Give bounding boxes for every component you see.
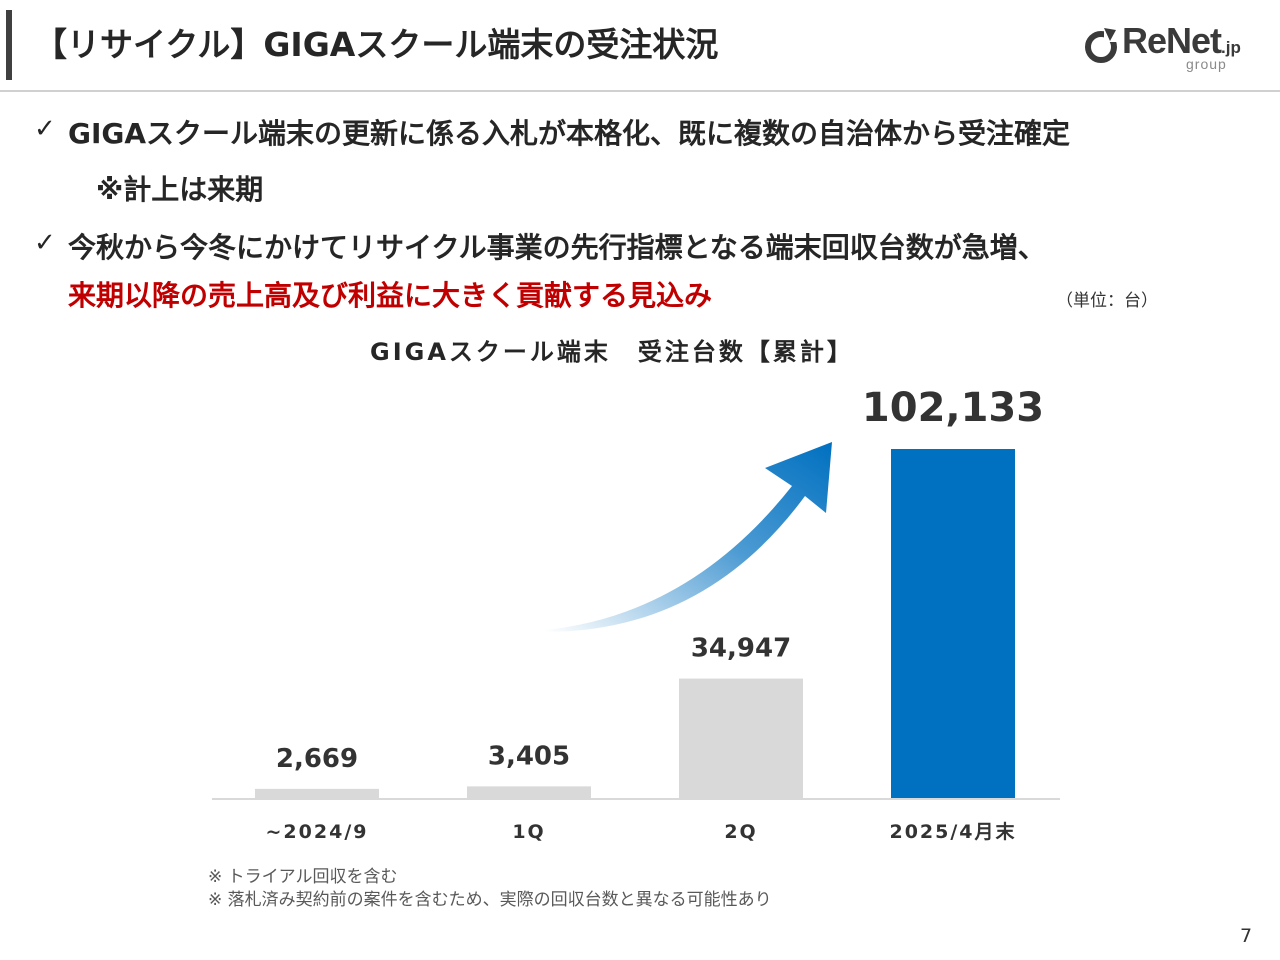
page-number: 7 <box>1240 925 1253 947</box>
bar-1 <box>467 786 591 798</box>
logo-main-text: ReNet <box>1122 20 1222 61</box>
category-label-1: 1Q <box>512 821 545 843</box>
data-label-3: 102,133 <box>862 385 1044 431</box>
category-label-0: ~2024/9 <box>266 821 369 843</box>
category-label-2: 2Q <box>724 821 757 843</box>
bar-2 <box>679 678 803 798</box>
chart-title: GIGAスクール端末 受注台数【累計】 <box>370 338 854 366</box>
check-icon: ✓ <box>34 228 56 258</box>
header-divider <box>0 90 1280 92</box>
data-label-1: 3,405 <box>488 741 570 771</box>
growth-arrow <box>545 442 832 632</box>
logo-suffix: .jp <box>1221 38 1241 57</box>
logo-subtext: group <box>1186 56 1227 72</box>
data-label-0: 2,669 <box>276 744 358 774</box>
data-label-2: 34,947 <box>691 634 791 664</box>
category-label-3: 2025/4月末 <box>889 820 1016 843</box>
unit-note: （単位：台） <box>1056 291 1158 311</box>
recycle-circle-icon <box>1085 28 1120 63</box>
bullet-text-2: 今秋から今冬にかけてリサイクル事業の先行指標となる端末回収台数が急増、 <box>68 231 1046 264</box>
page-title: 【リサイクル】GIGAスクール端末の受注状況 <box>34 25 719 64</box>
bullet-highlight-2: 来期以降の売上高及び利益に大きく貢献する見込み <box>68 279 713 312</box>
bullet-note-1: ※計上は来期 <box>96 173 264 206</box>
bullet-text-1: GIGAスクール端末の更新に係る入札が本格化、既に複数の自治体から受注確定 <box>68 117 1071 150</box>
renet-logo: ReNet.jp group <box>1082 20 1252 77</box>
footnote-1: ※ トライアル回収を含む <box>208 867 398 887</box>
bar-3 <box>891 449 1015 798</box>
check-icon: ✓ <box>34 114 56 144</box>
footnote-2: ※ 落札済み契約前の案件を含むため、実際の回収台数と異なる可能性あり <box>208 890 772 910</box>
bar-0 <box>255 788 379 798</box>
logo-wordmark: ReNet.jp <box>1122 20 1241 62</box>
title-accent-bar <box>6 10 12 80</box>
